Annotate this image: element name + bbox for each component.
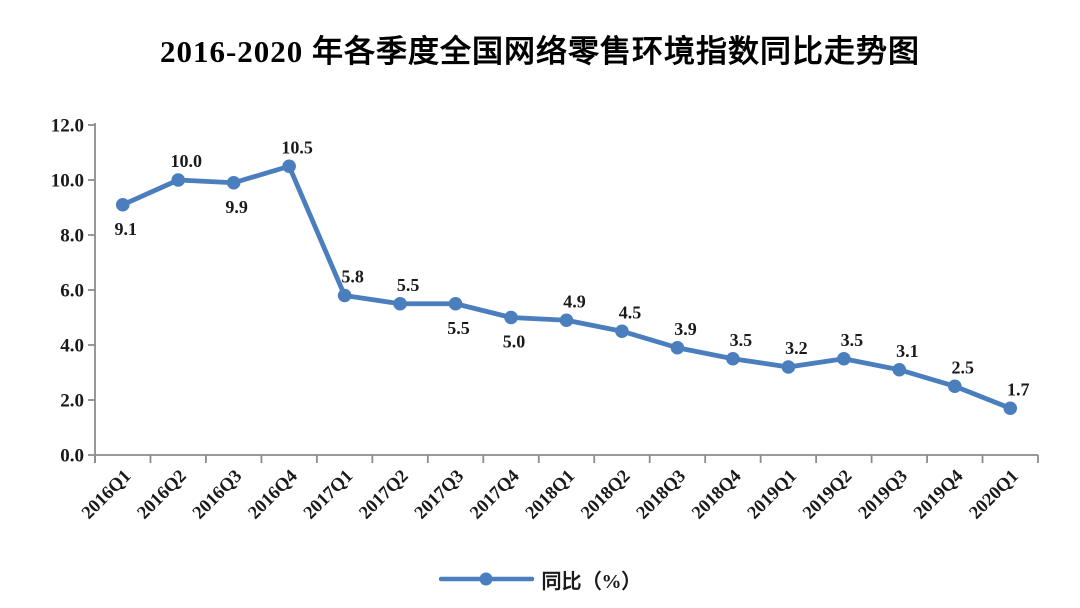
svg-text:12.0: 12.0 — [51, 116, 84, 137]
svg-text:1.7: 1.7 — [1007, 379, 1030, 399]
svg-text:9.1: 9.1 — [114, 219, 137, 239]
svg-text:2019Q4: 2019Q4 — [910, 466, 967, 523]
svg-text:2020Q1: 2020Q1 — [966, 466, 1023, 523]
svg-text:4.9: 4.9 — [563, 291, 586, 311]
svg-text:2016Q3: 2016Q3 — [189, 466, 246, 523]
svg-text:3.9: 3.9 — [674, 319, 697, 339]
svg-text:2017Q2: 2017Q2 — [356, 466, 413, 523]
svg-text:2019Q1: 2019Q1 — [744, 466, 801, 523]
svg-text:2018Q3: 2018Q3 — [633, 466, 690, 523]
svg-text:0.0: 0.0 — [60, 446, 84, 467]
legend-label: 同比（%） — [541, 570, 642, 593]
svg-text:9.9: 9.9 — [225, 197, 248, 217]
svg-text:2016Q4: 2016Q4 — [245, 466, 302, 523]
svg-text:3.1: 3.1 — [896, 341, 919, 361]
svg-text:5.5: 5.5 — [397, 275, 420, 295]
svg-text:5.8: 5.8 — [341, 267, 364, 287]
svg-text:2017Q1: 2017Q1 — [300, 466, 357, 523]
svg-text:2017Q4: 2017Q4 — [467, 466, 524, 523]
svg-text:2.0: 2.0 — [60, 391, 84, 412]
svg-text:2018Q1: 2018Q1 — [522, 466, 579, 523]
svg-text:2019Q2: 2019Q2 — [799, 466, 856, 523]
svg-text:4.5: 4.5 — [619, 302, 642, 322]
svg-text:2.5: 2.5 — [952, 357, 975, 377]
svg-text:2018Q4: 2018Q4 — [688, 466, 745, 523]
svg-text:2017Q3: 2017Q3 — [411, 466, 468, 523]
chart-legend: 同比（%） — [0, 563, 1080, 595]
chart-title: 2016-2020 年各季度全国网络零售环境指数同比走势图 — [159, 34, 921, 69]
svg-text:5.5: 5.5 — [447, 318, 470, 338]
svg-text:6.0: 6.0 — [60, 281, 84, 302]
svg-text:8.0: 8.0 — [60, 226, 84, 247]
svg-text:10.0: 10.0 — [170, 151, 202, 171]
svg-text:3.5: 3.5 — [841, 330, 864, 350]
svg-text:10.5: 10.5 — [281, 137, 313, 157]
legend-line-marker-icon — [438, 572, 534, 586]
svg-text:3.5: 3.5 — [730, 330, 753, 350]
svg-text:5.0: 5.0 — [503, 332, 526, 352]
svg-text:3.2: 3.2 — [785, 338, 808, 358]
svg-text:2016Q2: 2016Q2 — [134, 466, 191, 523]
svg-text:4.0: 4.0 — [60, 336, 84, 357]
svg-text:2018Q2: 2018Q2 — [577, 466, 634, 523]
svg-text:10.0: 10.0 — [51, 171, 84, 192]
svg-text:2019Q3: 2019Q3 — [855, 466, 912, 523]
svg-text:2016Q1: 2016Q1 — [78, 466, 135, 523]
